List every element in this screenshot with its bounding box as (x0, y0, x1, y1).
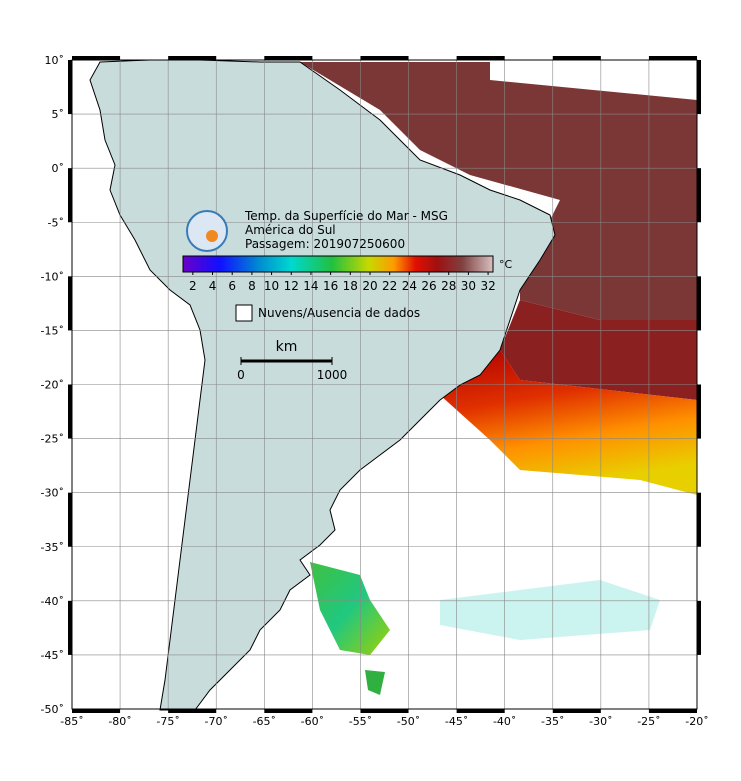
frame-segment (360, 709, 409, 713)
scale-tick-label: 0 (237, 368, 245, 382)
frame-segment (68, 276, 72, 331)
colorbar-tick-label: 24 (402, 279, 417, 293)
colorbar-tick-label: 30 (461, 279, 476, 293)
x-tick-label: -40˚ (493, 715, 516, 728)
y-tick-label: -35˚ (41, 541, 64, 554)
colorbar-tick-label: 28 (441, 279, 456, 293)
colorbar-tick-label: 6 (228, 279, 236, 293)
frame-segment (168, 709, 217, 713)
colorbar-tick-label: 14 (303, 279, 318, 293)
frame-segment (697, 492, 701, 547)
frame-segment (697, 600, 701, 655)
pass: Passagem: 201907250600 (245, 237, 405, 251)
sst-cold-area (310, 562, 390, 655)
y-tick-label: -10˚ (41, 270, 64, 283)
colorbar-bar (182, 255, 494, 273)
frame-segment (697, 60, 701, 115)
x-tick-label: -65˚ (253, 715, 276, 728)
frame-segment (552, 709, 601, 713)
y-tick-label: -40˚ (41, 595, 64, 608)
colorbar-tick-label: 10 (264, 279, 279, 293)
frame-segment (697, 384, 701, 439)
frame-segment (360, 56, 409, 60)
x-tick-label: -20˚ (685, 715, 708, 728)
colorbar-tick-label: 20 (362, 279, 377, 293)
frame-segment (68, 60, 72, 115)
colorbar-tick-label: 4 (209, 279, 217, 293)
x-tick-label: -30˚ (589, 715, 612, 728)
y-tick-label: 0˚ (52, 162, 65, 175)
frame-segment (456, 56, 505, 60)
title: Temp. da Superfície do Mar - MSG (244, 209, 448, 223)
frame-segment (72, 709, 121, 713)
sst-sparse-area (440, 580, 660, 640)
colorbar-tick-label: 26 (421, 279, 436, 293)
frame-segment (68, 600, 72, 655)
scale-unit: km (276, 339, 298, 355)
x-tick-label: -35˚ (541, 715, 564, 728)
colorbar-tick-label: 22 (382, 279, 397, 293)
frame-segment (68, 168, 72, 223)
colorbar-tick-label: 16 (323, 279, 338, 293)
frame-segment (68, 492, 72, 547)
colorbar: 2 4 6 8 10 12 14 16 18 20 22 24 26 28 30 32°C (182, 255, 513, 293)
frame-segment (72, 56, 121, 60)
legend-swatch (235, 304, 253, 322)
x-tick-label: -85˚ (60, 715, 83, 728)
x-tick-label: -45˚ (445, 715, 468, 728)
frame-segment (697, 276, 701, 331)
colorbar-tick-label: 2 (189, 279, 197, 293)
x-tick-label: -55˚ (349, 715, 372, 728)
y-tick-label: 5˚ (52, 108, 65, 121)
frame-segment (264, 709, 313, 713)
frame-segment (648, 709, 697, 713)
scale-bar: 0 1000 km (237, 339, 347, 382)
colorbar-tick-label: 18 (343, 279, 358, 293)
frame-segment (68, 384, 72, 439)
scale-tick-label: 1000 (317, 368, 348, 382)
scale-bar-line (241, 359, 332, 363)
y-tick-label: -20˚ (41, 379, 64, 392)
frame-segment (168, 56, 217, 60)
colorbar-tick-label: 12 (284, 279, 299, 293)
x-tick-label: -80˚ (108, 715, 131, 728)
sst-warm-area (300, 62, 697, 320)
x-tick-label: -25˚ (637, 715, 660, 728)
frame-segment (456, 709, 505, 713)
x-tick-label: -70˚ (204, 715, 227, 728)
colorbar-unit: °C (499, 258, 513, 271)
colorbar-tick-label: 8 (248, 279, 256, 293)
frame-segment (648, 56, 697, 60)
x-tick-label: -60˚ (301, 715, 324, 728)
y-tick-label: -15˚ (41, 324, 64, 337)
legend-label: Nuvens/Ausencia de dados (258, 306, 420, 320)
sst-red-area (500, 300, 697, 400)
colorbar-tick-label: 32 (480, 279, 495, 293)
x-tick-label: -50˚ (397, 715, 420, 728)
frame-segment (552, 56, 601, 60)
y-tick-label: -25˚ (41, 433, 64, 446)
sst-gradient-area (440, 350, 697, 495)
sst-cold-patch (365, 670, 385, 695)
frame-segment (697, 168, 701, 223)
y-tick-label: -50˚ (41, 703, 64, 716)
sst-data (300, 62, 697, 695)
y-tick-label: -5˚ (48, 216, 64, 229)
y-tick-label: 10˚ (45, 54, 65, 67)
y-tick-label: -45˚ (41, 649, 64, 662)
region: América do Sul (245, 223, 336, 237)
y-tick-label: -30˚ (41, 487, 64, 500)
x-tick-label: -75˚ (156, 715, 179, 728)
frame-segment (264, 56, 313, 60)
logo (186, 210, 228, 252)
